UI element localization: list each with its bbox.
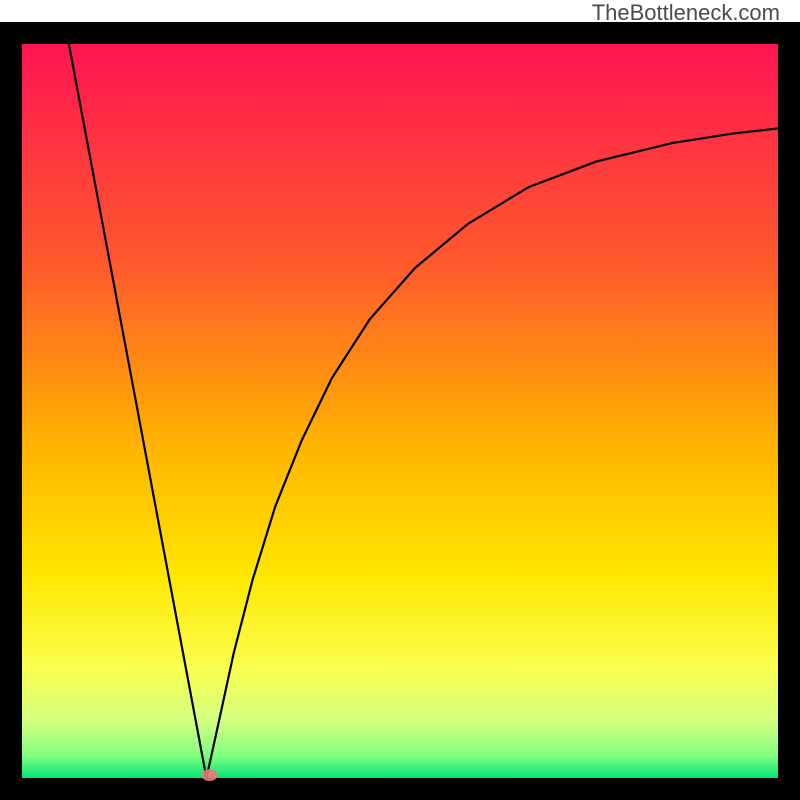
chart-frame: TheBottleneck.com (0, 0, 800, 800)
border-right (778, 22, 800, 800)
plot-area (22, 44, 778, 778)
border-bottom (0, 778, 800, 800)
plot-svg (22, 44, 778, 778)
vertex-marker (201, 769, 217, 781)
gradient-background (22, 44, 778, 778)
border-top (0, 22, 800, 44)
border-left (0, 22, 22, 800)
